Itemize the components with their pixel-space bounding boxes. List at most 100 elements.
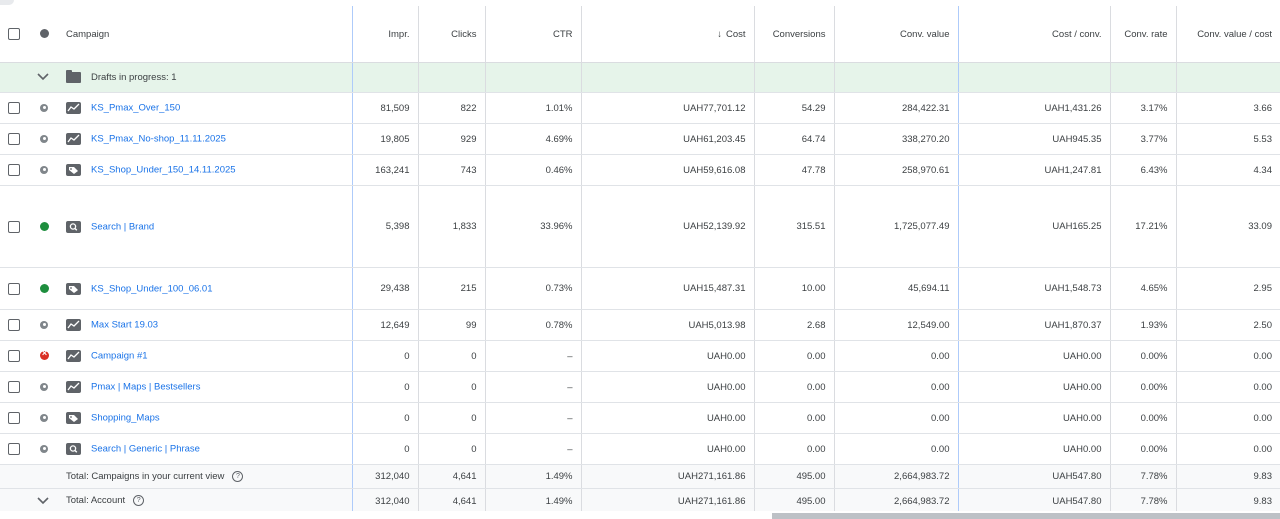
campaign-link[interactable]: Search | Brand <box>91 221 155 232</box>
col-header-cost-per-conv[interactable]: Cost / conv. <box>957 6 1110 63</box>
cell-clicks: 929 <box>417 123 485 155</box>
cell-conversions: 495.00 <box>753 464 834 489</box>
row-checkbox[interactable] <box>8 381 20 393</box>
cell-impr: 0 <box>351 433 418 465</box>
campaign-link[interactable]: KS_Pmax_Over_150 <box>91 102 181 114</box>
cell-conv-value-per-cost: 9.83 <box>1175 488 1280 514</box>
campaign-link[interactable]: Campaign #1 <box>91 350 148 362</box>
cell-ctr: 1.49% <box>484 488 581 514</box>
row-checkbox[interactable] <box>8 319 20 331</box>
row-checkbox[interactable] <box>8 412 20 424</box>
paused-status-icon[interactable] <box>40 444 48 453</box>
paused-status-icon[interactable] <box>40 320 48 329</box>
col-header-cost[interactable]: ↓ Cost <box>580 6 754 63</box>
col-header-cost-label: Cost <box>725 28 746 40</box>
cell-cost-per-conv: UAH547.80 <box>957 488 1110 514</box>
paused-status-icon[interactable] <box>40 103 48 112</box>
col-header-conv-rate[interactable]: Conv. rate <box>1109 6 1176 63</box>
col-header-conversions[interactable]: Conversions <box>753 6 834 63</box>
row-checkbox[interactable] <box>8 282 20 295</box>
pmax-icon <box>66 133 81 145</box>
paused-status-icon[interactable] <box>40 413 48 422</box>
table-row: KS_Shop_Under_100_06.01 29,438 215 0.73%… <box>0 267 1280 310</box>
paused-status-icon[interactable] <box>40 165 48 174</box>
paused-status-icon[interactable] <box>40 382 48 391</box>
cell-conv-rate: 4.65% <box>1109 267 1176 310</box>
row-checkbox[interactable] <box>8 102 20 114</box>
campaign-link[interactable]: Shopping_Maps <box>91 412 160 424</box>
cell-cost-per-conv: UAH1,431.26 <box>957 92 1110 124</box>
cell-conv-value: 12,549.00 <box>833 309 958 341</box>
row-checkbox[interactable] <box>8 220 20 233</box>
row-checkbox[interactable] <box>8 350 20 362</box>
cell-cost-per-conv: UAH945.35 <box>957 123 1110 155</box>
cell-conv-value: 2,664,983.72 <box>833 488 958 514</box>
search-icon <box>66 220 81 233</box>
row-checkbox[interactable] <box>8 133 20 145</box>
cell-cost: UAH0.00 <box>580 340 754 372</box>
cell-ctr: – <box>484 340 581 372</box>
chevron-down-icon[interactable] <box>36 72 50 82</box>
col-header-ctr[interactable]: CTR <box>484 6 581 63</box>
chevron-down-icon[interactable] <box>36 496 50 506</box>
col-header-conv-value[interactable]: Conv. value <box>833 6 958 63</box>
pmax-icon <box>66 102 81 114</box>
removed-status-icon[interactable] <box>40 348 49 361</box>
cell-impr: 29,438 <box>351 267 418 310</box>
table-row: KS_Pmax_Over_150 81,509 822 1.01% UAH77,… <box>0 92 1280 124</box>
enabled-status-icon[interactable] <box>40 221 49 231</box>
cell-conv-rate: 0.00% <box>1109 402 1176 434</box>
campaign-link[interactable]: KS_Shop_Under_150_14.11.2025 <box>91 164 236 176</box>
campaign-link[interactable]: KS_Pmax_No-shop_11.11.2025 <box>91 133 226 145</box>
pmax-icon <box>66 350 81 362</box>
cell-clicks: 4,641 <box>417 488 485 514</box>
cell-impr: 0 <box>351 340 418 372</box>
cell-cost-per-conv: UAH547.80 <box>957 464 1110 489</box>
cell-conv-value: 258,970.61 <box>833 154 958 186</box>
cell-cost-per-conv: UAH1,870.37 <box>957 309 1110 341</box>
status-header[interactable] <box>32 6 58 63</box>
col-header-clicks[interactable]: Clicks <box>417 6 485 63</box>
cell-cost-per-conv: UAH0.00 <box>957 340 1110 372</box>
campaign-link[interactable]: KS_Shop_Under_100_06.01 <box>91 283 213 294</box>
paused-status-icon[interactable] <box>40 134 48 143</box>
select-all-cell <box>0 6 32 63</box>
cell-impr: 12,649 <box>351 309 418 341</box>
row-checkbox[interactable] <box>8 443 20 455</box>
campaign-link[interactable]: Max Start 19.03 <box>91 319 159 331</box>
table-row: Campaign #1 0 0 – UAH0.00 0.00 0.00 UAH0… <box>0 340 1280 372</box>
enabled-status-icon[interactable] <box>40 283 49 293</box>
campaign-link[interactable]: Pmax | Maps | Bestsellers <box>91 381 201 393</box>
shopping-tag-icon <box>66 412 81 424</box>
horizontal-scrollbar-thumb[interactable] <box>772 513 1280 519</box>
cell-clicks: 99 <box>417 309 485 341</box>
shopping-tag-icon <box>66 282 81 295</box>
search-icon <box>66 443 81 455</box>
drafts-row[interactable]: Drafts in progress: 1 <box>0 62 1280 93</box>
shopping-tag-icon <box>66 164 81 176</box>
cell-conversions: 0.00 <box>753 402 834 434</box>
cell-ctr: 33.96% <box>484 185 581 268</box>
help-icon[interactable]: ? <box>133 495 145 507</box>
select-all-checkbox[interactable] <box>8 28 20 40</box>
table-header-row: Campaign Impr. Clicks CTR ↓ Cost Conversi… <box>0 6 1280 63</box>
col-header-conv-value-per-cost[interactable]: Conv. value / cost <box>1175 6 1280 63</box>
cell-conv-value: 0.00 <box>833 402 958 434</box>
cell-conv-value-per-cost: 2.95 <box>1175 267 1280 310</box>
col-header-campaign[interactable]: Campaign <box>58 6 352 63</box>
drafts-label: Drafts in progress: 1 <box>91 72 177 83</box>
cell-clicks: 4,641 <box>417 464 485 489</box>
row-checkbox[interactable] <box>8 164 20 176</box>
cell-conv-rate: 6.43% <box>1109 154 1176 186</box>
total-view-label: Total: Campaigns in your current view <box>66 471 225 482</box>
cell-conversions: 2.68 <box>753 309 834 341</box>
cell-cost-per-conv: UAH0.00 <box>957 433 1110 465</box>
cell-conv-value: 2,664,983.72 <box>833 464 958 489</box>
horizontal-scrollbar-track[interactable] <box>0 511 1280 519</box>
help-icon[interactable]: ? <box>232 470 244 482</box>
campaign-link[interactable]: Search | Generic | Phrase <box>91 443 200 455</box>
cell-cost: UAH15,487.31 <box>580 267 754 310</box>
cell-conv-value-per-cost: 5.53 <box>1175 123 1280 155</box>
cell-conv-rate: 7.78% <box>1109 464 1176 489</box>
col-header-impr[interactable]: Impr. <box>351 6 418 63</box>
